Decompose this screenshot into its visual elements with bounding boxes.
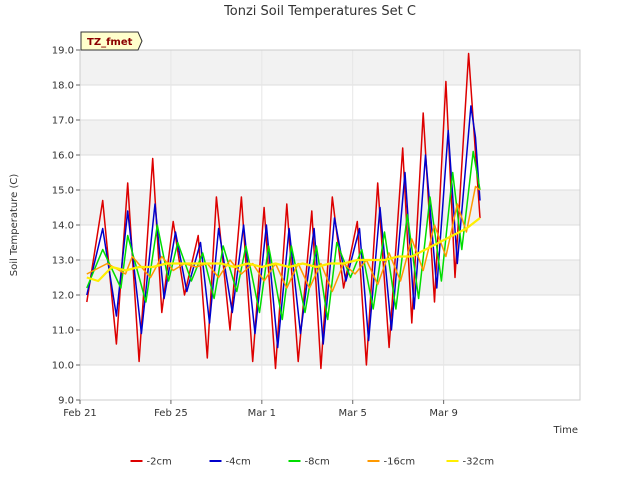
series-line-16cmcm	[86, 185, 481, 293]
x-tick-label: Mar 9	[429, 408, 457, 419]
y-tick-label: 18.0	[52, 81, 74, 92]
x-tick-label: Feb 25	[154, 408, 188, 419]
y-tick-label: 17.0	[52, 116, 74, 127]
series-line-8cmcm	[86, 150, 481, 321]
legend-label: -4cm	[226, 457, 251, 468]
y-tick-label: 10.0	[52, 361, 74, 372]
x-tick-label: Mar 1	[248, 408, 276, 419]
band	[80, 120, 580, 155]
chart-title: Tonzi Soil Temperatures Set C	[223, 4, 416, 19]
y-tick-label: 14.0	[52, 221, 74, 232]
y-tick-label: 9.0	[58, 396, 74, 407]
instrument-badge: TZ_fmet	[80, 31, 143, 51]
y-tick-label: 11.0	[52, 326, 74, 337]
y-axis-label: Soil Temperature (C)	[9, 174, 20, 277]
series-line-2cmcm	[86, 52, 481, 370]
band	[80, 190, 580, 225]
y-tick-label: 12.0	[52, 291, 74, 302]
legend: -2cm -4cm -8cm -16cm -32cm	[130, 457, 495, 468]
badge-label: TZ_fmet	[87, 37, 133, 48]
y-tick-label: 19.0	[52, 46, 74, 57]
y-tick-label: 15.0	[52, 186, 74, 197]
legend-label: -8cm	[305, 457, 330, 468]
series-line-4cmcm	[86, 105, 481, 349]
badge-shape	[80, 31, 143, 51]
series-layer	[86, 52, 481, 370]
y-tick-label: 13.0	[52, 256, 74, 267]
x-tick-label: Mar 5	[339, 408, 367, 419]
legend-label: -32cm	[463, 457, 495, 468]
band	[80, 330, 580, 365]
legend-label: -2cm	[147, 457, 172, 468]
y-axis-ticks: 9.0 10.0 11.0 12.0 13.0 14.0 15.0 16.0 17.0 18.0 1…	[52, 46, 80, 407]
series-line-32cmcm	[86, 217, 481, 283]
x-tick-label: Feb 21	[63, 408, 97, 419]
y-tick-label: 16.0	[52, 151, 74, 162]
band	[80, 50, 580, 85]
legend-label: -16cm	[384, 457, 416, 468]
x-axis-ticks: Feb 21 Feb 25 Mar 1 Mar 5 Mar 9	[63, 400, 458, 419]
x-axis-label: Time	[553, 425, 578, 436]
